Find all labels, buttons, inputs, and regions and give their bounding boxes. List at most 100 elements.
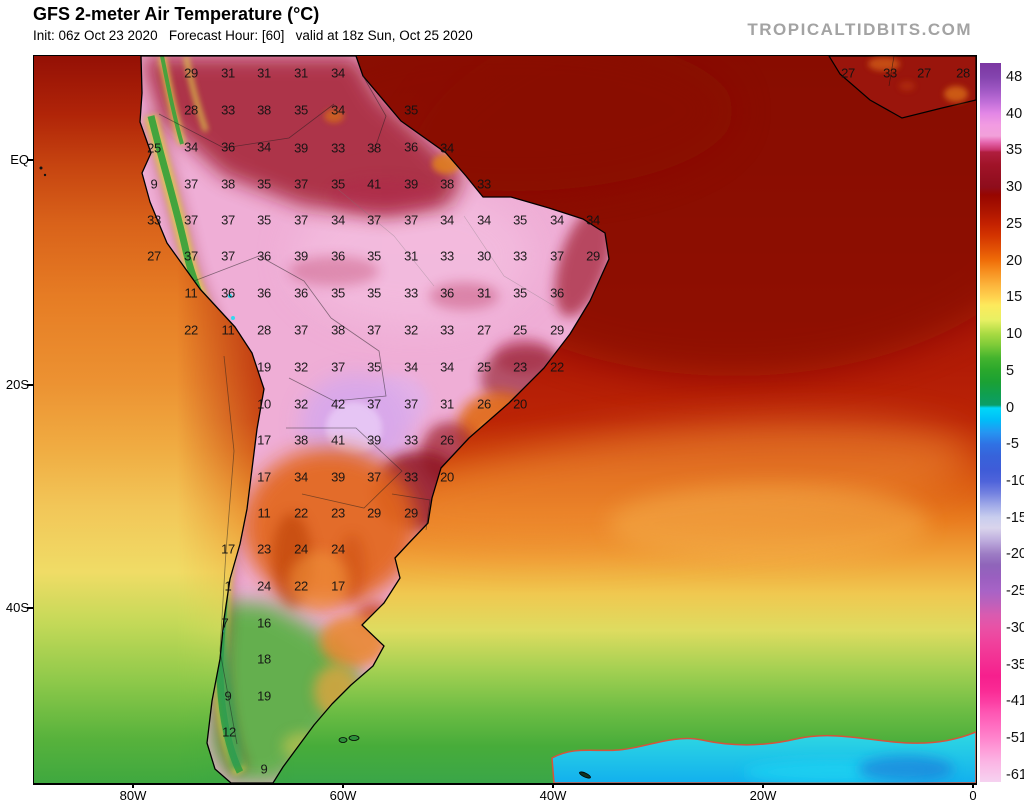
temp-value: 1 (224, 578, 232, 594)
lon-tick-mark (762, 783, 764, 788)
temp-value: 25 (477, 359, 491, 375)
temp-value: 39 (294, 248, 308, 264)
temp-value: 27 (917, 65, 931, 81)
temp-value: 33 (331, 140, 345, 156)
temp-value: 37 (294, 212, 308, 228)
temp-value: 39 (404, 176, 418, 192)
temp-value: 35 (513, 212, 527, 228)
lat-tick-mark (27, 159, 33, 161)
temp-value: 32 (294, 396, 308, 412)
temp-value: 24 (331, 541, 345, 557)
colorbar-tick-label: -35 (1006, 657, 1024, 673)
temp-value: 24 (294, 541, 308, 557)
temp-value: 17 (221, 541, 235, 557)
temp-value: 10 (257, 396, 271, 412)
temp-value: 37 (331, 359, 345, 375)
temp-value: 36 (257, 248, 271, 264)
temp-value: 31 (294, 65, 308, 81)
africa-corner-land (828, 56, 976, 119)
temp-value: 34 (586, 212, 600, 228)
colorbar-tick-label: 25 (1006, 216, 1023, 232)
temp-value: 34 (440, 140, 454, 156)
temp-value: 33 (404, 469, 418, 485)
temp-value: 33 (440, 248, 454, 264)
temp-value: 35 (513, 285, 527, 301)
temp-value: 36 (550, 285, 564, 301)
lon-tick-mark (132, 783, 134, 788)
temp-value: 36 (221, 285, 235, 301)
temp-value: 11 (221, 322, 235, 338)
temp-value: 36 (440, 285, 454, 301)
temp-value: 26 (477, 396, 491, 412)
temp-value: 31 (221, 65, 235, 81)
temp-value: 30 (477, 248, 491, 264)
temp-value: 28 (956, 65, 970, 81)
temp-value: 34 (404, 359, 418, 375)
temp-value: 18 (257, 651, 271, 667)
temp-value: 38 (221, 176, 235, 192)
lon-tick-label: 0 (969, 788, 977, 800)
temp-value: 36 (257, 285, 271, 301)
temp-value: 37 (367, 396, 381, 412)
temp-value: 34 (477, 212, 491, 228)
temp-value: 35 (367, 359, 381, 375)
temp-value: 28 (257, 322, 271, 338)
init-forecast-valid-line: Init: 06z Oct 23 2020 Forecast Hour: [60… (33, 28, 473, 43)
temp-value: 34 (440, 359, 454, 375)
country-borders (158, 75, 431, 745)
colorbar-tick-label: 15 (1006, 289, 1023, 305)
temp-value: 37 (184, 248, 198, 264)
map-canvas: 29 31 31 31 34 27 33 27 28 28 33 38 35 34 35 25 34 36 34 39… (33, 55, 977, 785)
temp-value: 17 (257, 469, 271, 485)
temp-value: 33 (440, 322, 454, 338)
temp-value: 37 (221, 248, 235, 264)
lat-tick-label: EQ (10, 152, 29, 167)
temp-value: 31 (257, 65, 271, 81)
temp-value: 37 (184, 212, 198, 228)
coastline (139, 56, 610, 783)
temp-value: 34 (440, 212, 454, 228)
temp-value: 11 (257, 505, 271, 521)
temp-value: 26 (440, 432, 454, 448)
temp-value: 27 (477, 322, 491, 338)
colorbar-tick-label: -15 (1006, 510, 1024, 526)
temp-value: 34 (331, 65, 345, 81)
colorbar-strip (980, 63, 1001, 782)
temp-value: 12 (222, 724, 236, 740)
temp-value: 37 (367, 469, 381, 485)
temp-value: 35 (367, 285, 381, 301)
temp-value: 35 (257, 212, 271, 228)
temp-value: 35 (404, 102, 418, 118)
temp-value: 37 (367, 322, 381, 338)
temp-value: 34 (331, 102, 345, 118)
temp-value: 31 (404, 248, 418, 264)
colorbar-tick-label: 10 (1006, 326, 1023, 342)
temp-value: 29 (550, 322, 564, 338)
temp-value: 38 (331, 322, 345, 338)
temp-value: 33 (883, 65, 897, 81)
temp-value: 33 (404, 432, 418, 448)
temp-value: 37 (550, 248, 564, 264)
temp-value: 34 (294, 469, 308, 485)
temp-value: 27 (147, 248, 161, 264)
temp-value: 41 (331, 432, 345, 448)
temp-value: 24 (257, 578, 271, 594)
colorbar-tick-label: 40 (1006, 106, 1023, 122)
colorbar-tick-label: -41 (1006, 693, 1024, 709)
colorbar-tick-label: -61 (1006, 767, 1024, 783)
temp-value: 37 (404, 212, 418, 228)
temp-value: 23 (331, 505, 345, 521)
lon-tick-label: 20W (749, 788, 777, 800)
temp-value: 34 (331, 212, 345, 228)
colorbar-tick-label: -25 (1006, 583, 1024, 599)
colorbar-tick-label: 35 (1006, 142, 1023, 158)
colorbar-tick-label: 48 (1006, 69, 1023, 85)
temp-value: 19 (257, 359, 271, 375)
temp-value: 25 (147, 140, 161, 156)
temp-value: 37 (367, 212, 381, 228)
temp-value: 36 (331, 248, 345, 264)
temp-value: 39 (331, 469, 345, 485)
temp-value: 37 (294, 176, 308, 192)
temp-value: 35 (331, 285, 345, 301)
